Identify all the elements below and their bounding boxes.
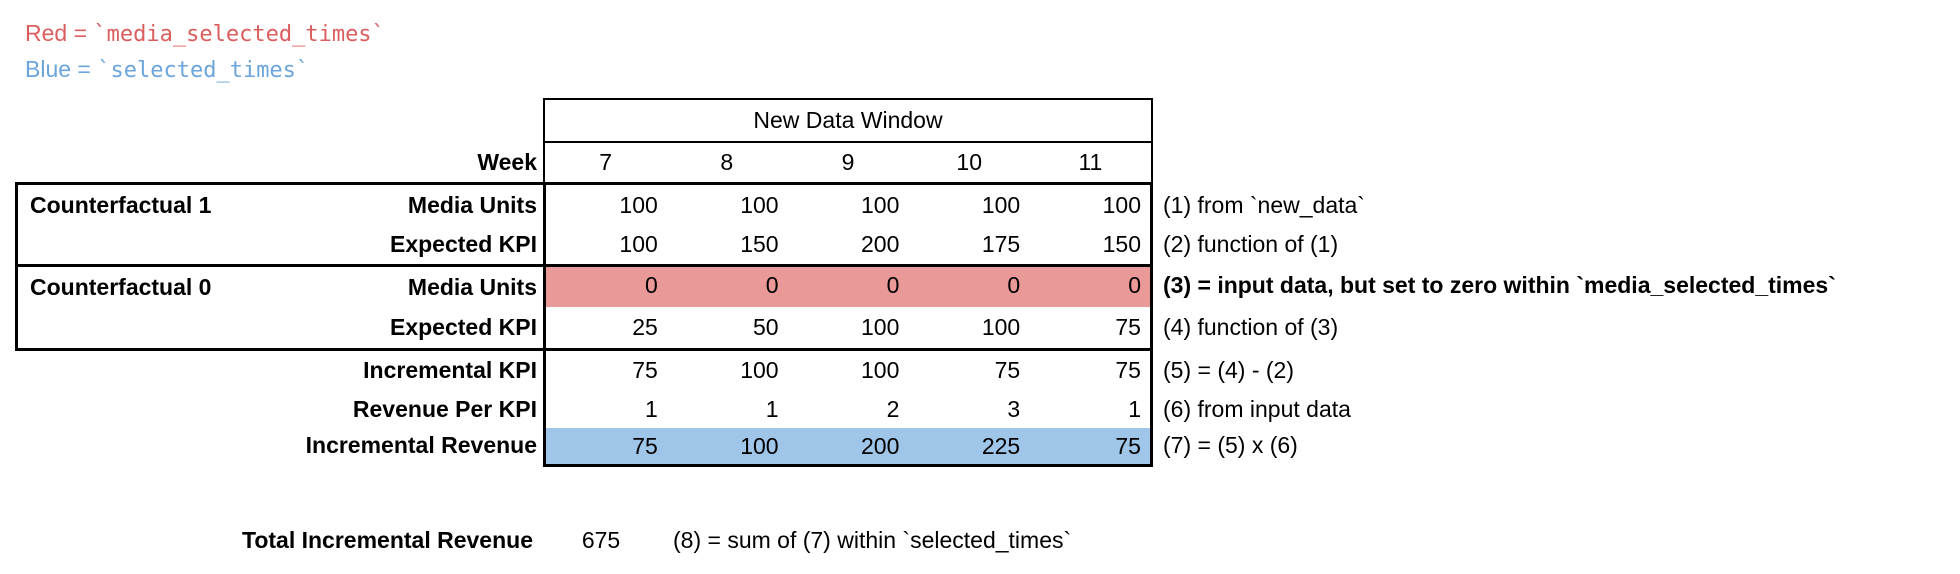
table-cell: 100 (861, 191, 900, 218)
group-label-counterfactual-1: Counterfactual 1 (30, 191, 212, 218)
total-incremental-revenue-value: 675 (581, 526, 621, 553)
table-cell: 150 (1102, 231, 1141, 257)
table-cell: 0 (1007, 272, 1021, 298)
week-number: 7 (599, 149, 612, 175)
table-cell: 100 (861, 314, 900, 340)
table-cell: 100 (619, 231, 658, 257)
data-table-border (543, 182, 1153, 467)
table-cell: 75 (1115, 314, 1141, 340)
table-cell: 100 (861, 357, 900, 383)
group-label-counterfactual-0: Counterfactual 0 (30, 273, 212, 300)
table-cell: 225 (981, 432, 1021, 459)
row-label: Incremental KPI (363, 357, 537, 383)
table-cell: 75 (632, 432, 658, 459)
table-cell: 0 (765, 272, 779, 298)
table-cell: 100 (619, 191, 658, 218)
table-row-media-units-cf0-highlight-red: 0 0 0 0 0 (546, 264, 1150, 307)
table-row-revenue-per-kpi: 1 1 2 3 1 (546, 390, 1150, 428)
row-label: Expected KPI (390, 231, 537, 257)
row-label: Incremental Revenue (305, 431, 537, 458)
table-header-title: New Data Window (753, 107, 943, 133)
legend-blue-prefix: Blue = (25, 56, 98, 82)
row-label: Media Units (407, 273, 537, 300)
annotation-2: (2) function of (1) (1163, 231, 1339, 257)
table-cell: 2 (886, 395, 900, 422)
week-number: 8 (720, 149, 734, 175)
table-cell: 25 (632, 314, 658, 340)
table-cell: 150 (740, 231, 779, 257)
annotation-7: (7) = (5) x (6) (1163, 431, 1298, 458)
table-cell: 100 (740, 357, 779, 383)
table-cell: 100 (1102, 191, 1141, 218)
counterfactual-0-box (15, 264, 546, 351)
legend-blue: Blue = `selected_times` (25, 56, 309, 83)
table-row-media-units-cf1: 100 100 100 100 100 (546, 185, 1150, 225)
annotation-1: (1) from `new_data` (1163, 191, 1365, 218)
legend-red: Red = `media_selected_times` (25, 20, 385, 47)
table-cell: 3 (1007, 395, 1021, 422)
table-cell: 50 (753, 314, 779, 340)
table-row-expected-kpi-cf1: 100 150 200 175 150 (546, 225, 1150, 264)
table-cell: 75 (1115, 432, 1141, 459)
table-cell: 100 (740, 432, 779, 459)
total-incremental-revenue-label: Total Incremental Revenue (242, 526, 533, 553)
table-row-incremental-kpi: 75 100 100 75 75 (546, 351, 1150, 390)
legend-blue-code: `selected_times` (97, 58, 310, 83)
annotation-4: (4) function of (3) (1163, 314, 1339, 340)
table-cell: 200 (861, 432, 900, 459)
week-number: 9 (841, 149, 855, 175)
table-row-expected-kpi-cf0: 25 50 100 100 75 (546, 307, 1150, 348)
table-row-incremental-revenue-highlight-blue: 75 100 200 225 75 (546, 428, 1150, 464)
table-cell: 0 (1128, 272, 1141, 298)
annotation-6: (6) from input data (1163, 395, 1351, 422)
table-cell: 0 (645, 272, 658, 298)
week-number: 11 (1078, 149, 1103, 175)
legend-red-prefix: Red = (25, 20, 94, 46)
table-header-box: New Data Window (543, 98, 1153, 143)
table-cell: 100 (981, 314, 1021, 340)
week-label: Week (477, 149, 537, 175)
table-cell: 75 (1115, 357, 1141, 383)
table-cell: 0 (886, 272, 900, 298)
table-cell: 1 (645, 395, 658, 422)
week-number-row: 7 8 9 10 11 (543, 143, 1153, 182)
row-label: Media Units (407, 191, 537, 218)
table-cell: 100 (740, 191, 779, 218)
table-cell: 175 (981, 231, 1021, 257)
table-cell: 100 (981, 191, 1021, 218)
annotation-3: (3) = input data, but set to zero within… (1163, 272, 1836, 298)
annotation-8: (8) = sum of (7) within `selected_times` (673, 526, 1072, 553)
divider-line (543, 348, 1153, 351)
row-label: Expected KPI (390, 314, 537, 340)
week-number: 10 (956, 149, 982, 175)
table-cell: 75 (994, 357, 1021, 383)
table-cell: 1 (1128, 395, 1141, 422)
table-cell: 1 (765, 395, 779, 422)
divider-line (543, 264, 1153, 267)
table-cell: 75 (632, 357, 658, 383)
legend-red-code: `media_selected_times` (93, 22, 385, 47)
row-label: Revenue Per KPI (352, 395, 537, 422)
annotation-5: (5) = (4) - (2) (1163, 357, 1294, 383)
table-cell: 200 (861, 231, 900, 257)
